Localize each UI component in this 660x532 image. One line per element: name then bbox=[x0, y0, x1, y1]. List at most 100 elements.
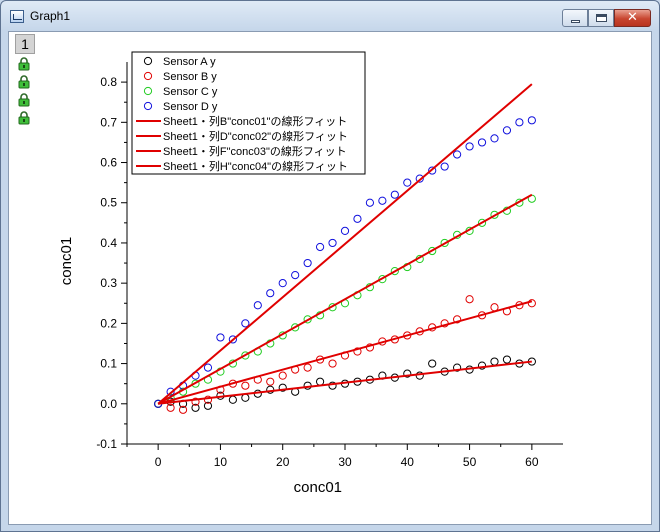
legend-box bbox=[131, 51, 366, 175]
x-tick-label: 30 bbox=[338, 455, 352, 469]
data-point bbox=[453, 363, 462, 372]
legend-marker bbox=[143, 71, 153, 81]
data-point bbox=[378, 275, 387, 284]
data-point bbox=[328, 381, 337, 390]
data-point bbox=[403, 178, 412, 187]
data-point bbox=[428, 246, 437, 256]
minimize-icon bbox=[571, 20, 580, 23]
data-point bbox=[490, 210, 499, 219]
data-point bbox=[303, 258, 312, 268]
data-point bbox=[278, 279, 287, 288]
data-point bbox=[266, 377, 275, 386]
linear-fit-line bbox=[157, 193, 533, 405]
data-point bbox=[378, 196, 387, 205]
data-point bbox=[315, 377, 325, 386]
legend-label: Sensor D y bbox=[163, 101, 218, 113]
data-point bbox=[266, 289, 275, 298]
data-point bbox=[465, 142, 474, 151]
y-tick-label: 0.6 bbox=[100, 156, 117, 170]
x-tick-label: 0 bbox=[155, 455, 162, 469]
legend-marker bbox=[143, 86, 153, 96]
series-sensor-b-y bbox=[154, 295, 536, 414]
y-tick-label: 0.0 bbox=[100, 397, 117, 411]
y-tick-label: 0.3 bbox=[100, 276, 117, 290]
data-point bbox=[291, 271, 300, 280]
data-point bbox=[216, 333, 225, 342]
y-tick-label: 0.5 bbox=[100, 196, 117, 210]
data-point bbox=[353, 347, 362, 356]
data-point bbox=[428, 359, 437, 368]
data-point bbox=[191, 379, 200, 388]
data-point bbox=[502, 355, 512, 364]
minimize-button[interactable] bbox=[562, 9, 588, 27]
data-point bbox=[453, 315, 462, 324]
legend-label: Sheet1・列F"conc03"の線形フィット bbox=[163, 144, 347, 158]
data-point bbox=[166, 387, 175, 396]
data-point bbox=[203, 363, 213, 372]
lock-icon[interactable] bbox=[17, 57, 31, 71]
data-point bbox=[228, 395, 237, 404]
maximize-button[interactable] bbox=[588, 9, 614, 27]
data-point bbox=[191, 397, 200, 406]
data-point bbox=[166, 403, 175, 412]
linear-fit-line bbox=[157, 300, 533, 405]
close-icon: ✕ bbox=[627, 10, 638, 25]
data-point bbox=[490, 357, 499, 366]
data-point bbox=[340, 226, 350, 235]
data-point bbox=[477, 138, 487, 147]
data-point bbox=[428, 166, 437, 175]
linear-fit-line bbox=[157, 83, 533, 405]
y-tick-label: -0.1 bbox=[96, 437, 117, 451]
data-point bbox=[527, 116, 536, 125]
data-point bbox=[303, 363, 312, 372]
x-axis-title: conc01 bbox=[294, 479, 342, 496]
maximize-icon bbox=[596, 14, 607, 22]
data-point bbox=[178, 405, 188, 414]
data-point bbox=[228, 335, 237, 344]
graph-window-icon[interactable] bbox=[10, 10, 24, 23]
data-point bbox=[315, 242, 325, 252]
data-point bbox=[440, 238, 449, 248]
layer-tab-1[interactable]: 1 bbox=[15, 34, 35, 54]
data-point bbox=[278, 371, 287, 380]
lock-icon[interactable] bbox=[17, 111, 31, 125]
data-point bbox=[502, 126, 512, 135]
close-button[interactable]: ✕ bbox=[614, 9, 651, 27]
data-point bbox=[453, 150, 462, 159]
title-bar[interactable]: Graph1 ✕ bbox=[1, 1, 659, 31]
data-point bbox=[415, 174, 424, 183]
x-tick-label: 20 bbox=[276, 455, 290, 469]
data-point bbox=[365, 198, 375, 207]
data-point bbox=[191, 403, 200, 412]
data-point bbox=[203, 395, 213, 404]
data-point bbox=[328, 359, 337, 368]
data-point bbox=[291, 323, 300, 332]
window-title: Graph1 bbox=[30, 9, 71, 23]
legend-label: Sheet1・列H"conc04"の線形フィット bbox=[163, 159, 348, 173]
data-point bbox=[203, 401, 213, 410]
data-point bbox=[527, 299, 536, 308]
legend-label: Sensor A y bbox=[163, 56, 216, 68]
x-tick-label: 40 bbox=[401, 455, 415, 469]
data-point bbox=[390, 190, 399, 199]
y-tick-label: 0.4 bbox=[100, 236, 117, 250]
data-point bbox=[328, 238, 337, 248]
data-point bbox=[477, 361, 487, 370]
y-tick-label: 0.7 bbox=[100, 115, 117, 129]
legend-label: Sheet1・列B"conc01"の線形フィット bbox=[163, 114, 347, 128]
data-point bbox=[490, 134, 499, 143]
x-tick-label: 60 bbox=[525, 455, 539, 469]
graph-canvas[interactable]: 1 0 10 20 30 40 50 60 -0.1 0.0 0.1 0.2 0.3 0.4 0.5 0.6… bbox=[8, 31, 652, 525]
data-point bbox=[253, 301, 262, 310]
data-point bbox=[241, 351, 250, 360]
lock-icon[interactable] bbox=[17, 75, 31, 89]
data-point bbox=[278, 383, 287, 392]
legend-marker bbox=[143, 101, 153, 111]
data-point bbox=[241, 381, 250, 390]
data-point bbox=[353, 214, 362, 223]
x-tick-label: 10 bbox=[214, 455, 228, 469]
lock-icon[interactable] bbox=[17, 93, 31, 107]
y-tick-label: 0.1 bbox=[100, 357, 117, 371]
data-point bbox=[515, 118, 524, 127]
